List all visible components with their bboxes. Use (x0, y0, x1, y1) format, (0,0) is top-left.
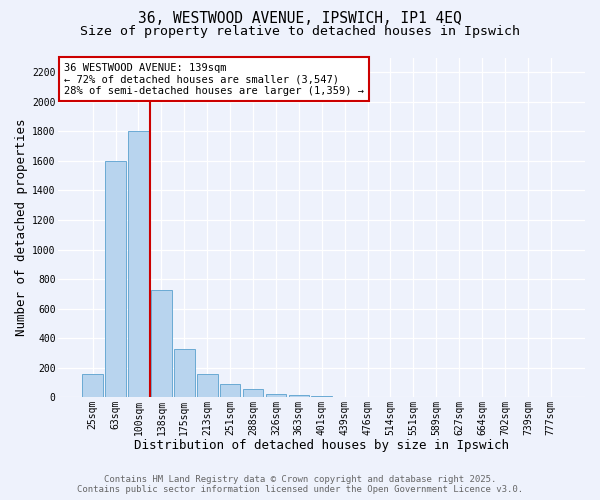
Bar (266, 394, 286, 398)
Text: Size of property relative to detached houses in Ipswich: Size of property relative to detached ho… (80, 25, 520, 38)
Y-axis label: Number of detached properties: Number of detached properties (15, 118, 28, 336)
Bar (197, 374, 218, 398)
Bar (334, 396, 355, 398)
X-axis label: Distribution of detached houses by size in Ipswich: Distribution of detached houses by size … (134, 440, 509, 452)
Text: Contains HM Land Registry data © Crown copyright and database right 2025.
Contai: Contains HM Land Registry data © Crown c… (77, 474, 523, 494)
Bar (128, 132, 149, 398)
Bar (311, 396, 332, 398)
Bar (105, 161, 126, 398)
Bar (289, 395, 309, 398)
Bar (243, 389, 263, 398)
Bar (82, 374, 103, 398)
Bar (357, 396, 378, 398)
Text: 36, WESTWOOD AVENUE, IPSWICH, IP1 4EQ: 36, WESTWOOD AVENUE, IPSWICH, IP1 4EQ (138, 11, 462, 26)
Bar (220, 384, 241, 398)
Bar (174, 350, 194, 398)
Text: 36 WESTWOOD AVENUE: 139sqm
← 72% of detached houses are smaller (3,547)
28% of s: 36 WESTWOOD AVENUE: 139sqm ← 72% of deta… (64, 62, 364, 96)
Bar (151, 290, 172, 398)
